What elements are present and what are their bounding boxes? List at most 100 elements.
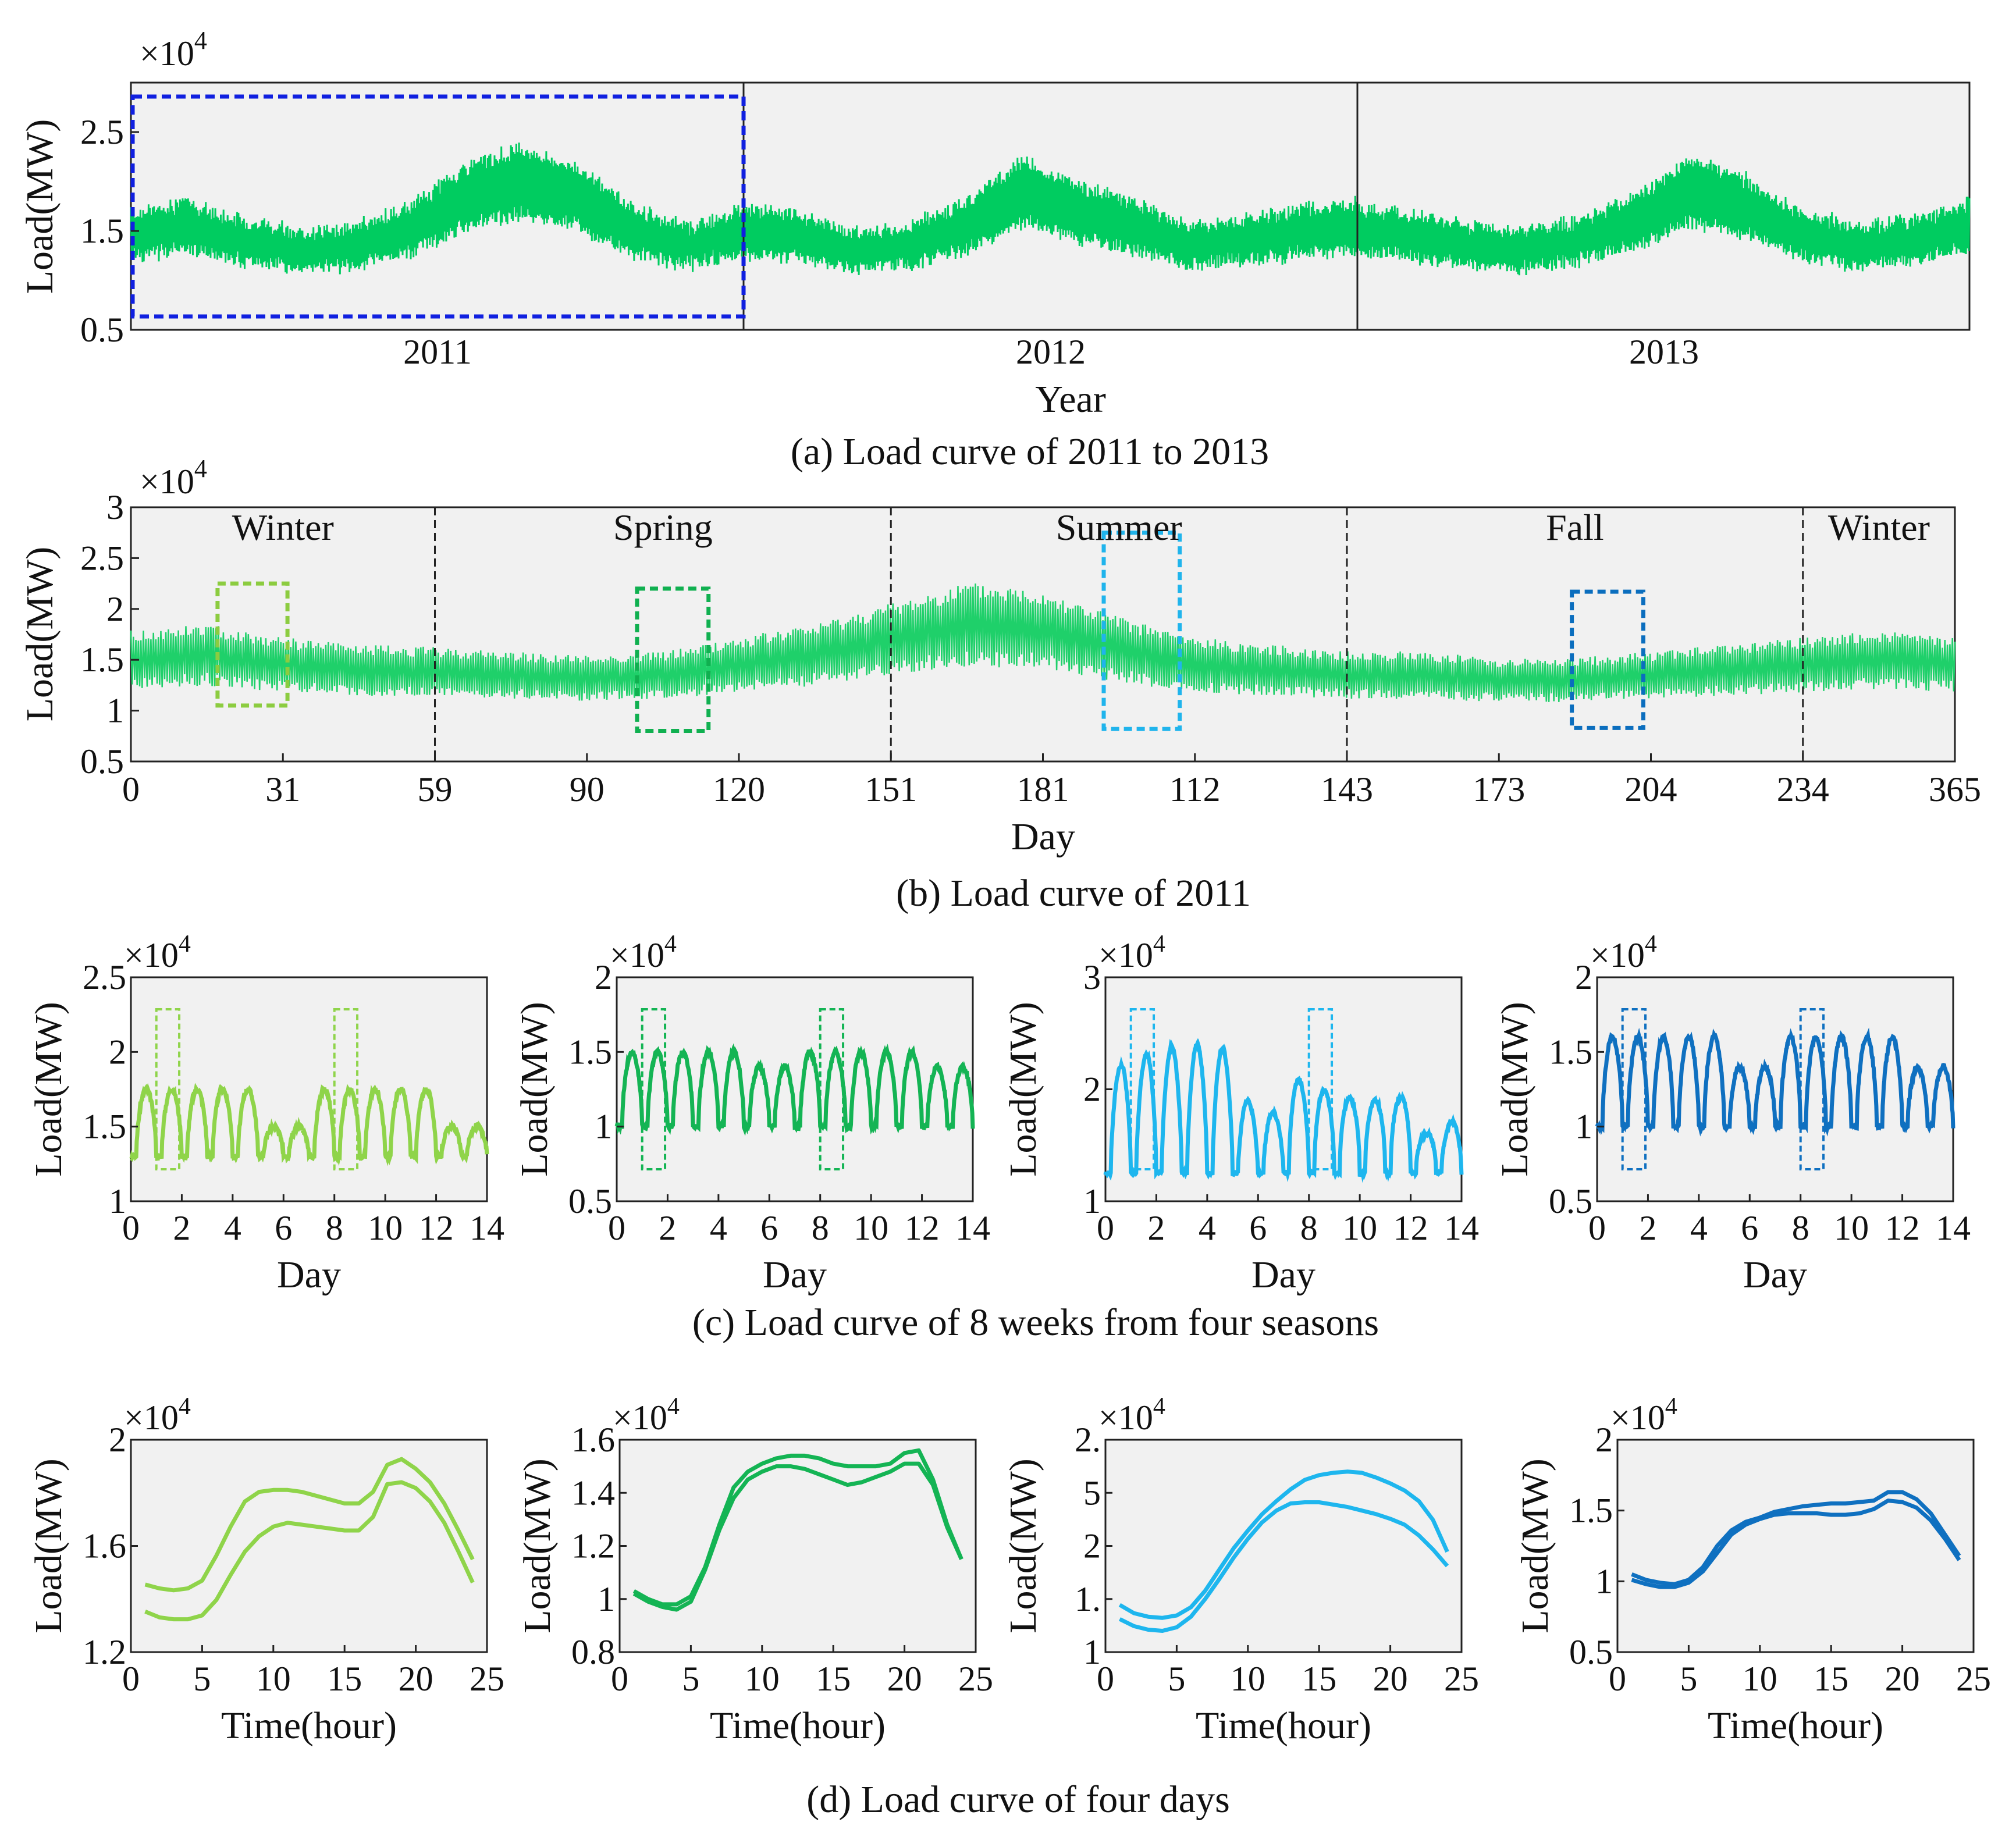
d-x-tick-label: 15 xyxy=(327,1660,362,1698)
b-x-tick-label: 365 xyxy=(1929,770,1981,809)
d-plot-area xyxy=(1616,1439,1975,1653)
a-y-label: Load(MW) xyxy=(19,119,61,294)
d-x-tick-label: 25 xyxy=(1444,1660,1479,1698)
c-x-tick-label: 12 xyxy=(905,1209,940,1247)
b-x-tick-label: 181 xyxy=(1017,770,1069,809)
c-x-tick-label: 2 xyxy=(1147,1209,1165,1247)
b-season-dividers xyxy=(434,507,1804,761)
d-y-tick-label: 0.5 xyxy=(1569,1633,1613,1671)
b-y-ticks: 0.5 1 1.5 2 2.5 3 xyxy=(80,488,139,781)
c-y-label: Load(MW) xyxy=(513,1002,556,1177)
d-series-1 xyxy=(632,1448,963,1607)
d-y-tick-label: 1 xyxy=(1595,1562,1613,1600)
c-y-label: Load(MW) xyxy=(1494,1002,1536,1177)
b-season-label: Summer xyxy=(1056,507,1182,548)
d-x-tick-label: 15 xyxy=(1814,1660,1848,1698)
panel-a: 0.5 1.5 2.5 ×104 2011 2012 2013 Year Load(… xyxy=(19,26,1971,473)
c-x-tick-label: 2 xyxy=(173,1209,190,1247)
a-x-tick-2011: 2011 xyxy=(403,333,472,371)
c-x-tick-label: 6 xyxy=(1741,1209,1758,1247)
d-series-2 xyxy=(632,1461,963,1612)
c-x-tick-label: 10 xyxy=(1834,1209,1869,1247)
c-y-tick-label: 2 xyxy=(109,1033,126,1071)
b-y-label: Load(MW) xyxy=(19,547,61,722)
d-x-tick-label: 10 xyxy=(745,1660,780,1698)
c-x-tick-label: 10 xyxy=(368,1209,403,1247)
b-y-tick-label: 2.5 xyxy=(80,539,124,577)
d-plot-area xyxy=(1104,1439,1463,1653)
b-x-tick-label: 234 xyxy=(1777,770,1829,809)
c-x-label: Day xyxy=(1743,1254,1807,1296)
c-x-tick-label: 0 xyxy=(1588,1209,1606,1247)
d-y-tick-label: 2 xyxy=(1083,1527,1101,1565)
c-y-exponent: ×104 xyxy=(1590,931,1657,974)
c-x-tick-label: 6 xyxy=(1249,1209,1267,1247)
c-day-box xyxy=(1129,1008,1155,1170)
d-x-tick-label: 20 xyxy=(887,1660,922,1698)
c-y-tick-label: 0.5 xyxy=(1549,1182,1592,1220)
d-x-tick-label: 20 xyxy=(1885,1660,1920,1698)
d-y-tick-label: 1.6 xyxy=(83,1527,126,1565)
d-x-tick-label: 15 xyxy=(816,1660,851,1698)
d-x-tick-label: 5 xyxy=(193,1660,211,1698)
c-caption: (c) Load curve of 8 weeks from four seas… xyxy=(692,1301,1379,1344)
d-x-label: Time(hour) xyxy=(221,1704,397,1747)
c-y-tick-label: 1 xyxy=(1575,1108,1592,1146)
d-x-tick-label: 25 xyxy=(1956,1660,1991,1698)
c-day-box xyxy=(1307,1008,1334,1170)
d-x-tick-label: 0 xyxy=(122,1660,140,1698)
a-series-2011 xyxy=(130,143,745,275)
d-y-label: Load(MW) xyxy=(27,1458,70,1633)
d-x-tick-label: 5 xyxy=(1168,1660,1185,1698)
a-y-tick-label: 0.5 xyxy=(80,311,124,349)
c-x-tick-label: 12 xyxy=(1393,1209,1428,1247)
d-x-tick-label: 15 xyxy=(1302,1660,1336,1698)
d-series-1 xyxy=(1118,1469,1449,1620)
d-x-tick-label: 5 xyxy=(1680,1660,1697,1698)
c-y-tick-label: 2 xyxy=(1083,1070,1101,1109)
d-y-tick-label: 1.2 xyxy=(571,1527,615,1565)
d-series-2 xyxy=(144,1480,475,1622)
d-y-tick-label: 1.5 xyxy=(1569,1492,1613,1530)
b-x-ticks: 0 31 59 90 120 151 181 112 143 173 204 234 365 xyxy=(122,753,1981,809)
d-y-tick-label: 1 xyxy=(1083,1633,1101,1671)
c-x-tick-label: 0 xyxy=(1097,1209,1114,1247)
c-x-label: Day xyxy=(277,1254,341,1296)
d-y-tick-label: 2 xyxy=(1595,1421,1613,1459)
d-y-exponent: ×104 xyxy=(613,1393,680,1437)
d-y-label: Load(MW) xyxy=(1002,1458,1044,1633)
c-day-box xyxy=(1799,1008,1825,1170)
b-season-label: Winter xyxy=(1828,507,1930,548)
c-x-tick-label: 14 xyxy=(470,1209,504,1247)
b-x-tick-label: 31 xyxy=(265,770,300,809)
c-day-box xyxy=(641,1008,667,1170)
c-y-exponent: ×104 xyxy=(124,931,191,974)
c-series-winter xyxy=(129,1083,489,1166)
a-highlight-box xyxy=(130,94,746,319)
d-series-2 xyxy=(1118,1500,1449,1633)
d-x-tick-label: 10 xyxy=(256,1660,291,1698)
c-series-spring xyxy=(614,1043,975,1137)
b-highlight-box xyxy=(635,586,711,734)
d-y-tick-label: 2 xyxy=(109,1421,126,1459)
c-y-exponent: ×104 xyxy=(1098,931,1165,974)
c-x-tick-label: 8 xyxy=(326,1209,343,1247)
d-x-tick-label: 25 xyxy=(470,1660,504,1698)
a-x-label: Year xyxy=(1035,378,1106,421)
d-y-label: Load(MW) xyxy=(1514,1458,1556,1633)
b-x-tick-label: 59 xyxy=(418,770,453,809)
d-series-1 xyxy=(144,1457,475,1593)
b-x-tick-label: 143 xyxy=(1321,770,1373,809)
b-season-label: Winter xyxy=(232,507,334,548)
d-x-tick-label: 0 xyxy=(1097,1660,1114,1698)
b-y-tick-label: 1 xyxy=(106,692,124,730)
c-day-box xyxy=(333,1008,359,1170)
panel-d: 1.21.620 5 10 15 20 25×104Time(hour)Load(MW)0… xyxy=(27,1393,1991,1747)
plot-area-b xyxy=(130,506,1956,763)
d-x-tick-label: 0 xyxy=(611,1660,628,1698)
c-series-fall xyxy=(1595,1027,1955,1137)
c-x-tick-label: 4 xyxy=(1690,1209,1708,1247)
